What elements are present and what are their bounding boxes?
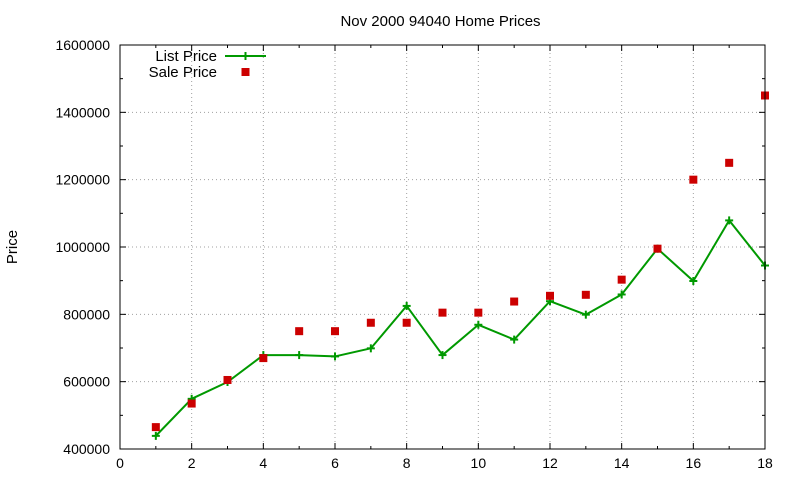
list-price-series	[151, 216, 769, 440]
sale-price-point	[617, 275, 626, 284]
list-price-point	[151, 431, 160, 440]
list-price-point	[438, 351, 447, 360]
sale-price-series	[151, 91, 769, 432]
x-tick-label: 18	[757, 455, 773, 471]
sale-price-point	[295, 327, 304, 336]
list-price-point	[689, 277, 698, 286]
y-axis-label: Price	[4, 230, 21, 264]
chart-title: Nov 2000 94040 Home Prices	[340, 13, 540, 30]
series-layer	[151, 91, 769, 440]
x-tick-label: 0	[116, 455, 124, 471]
x-tick-label: 2	[188, 455, 196, 471]
legend-label-list-price: List Price	[155, 48, 217, 65]
sale-price-point	[689, 175, 698, 184]
sale-price-point	[653, 244, 662, 253]
legend-marker-list-price	[241, 52, 250, 60]
x-tick-label: 12	[542, 455, 558, 471]
x-tick-label: 14	[614, 455, 630, 471]
sale-price-point	[510, 297, 519, 306]
sale-price-point	[474, 308, 483, 317]
y-tick-label: 800000	[63, 306, 110, 322]
list-price-point	[366, 344, 375, 353]
sale-price-point	[259, 354, 268, 363]
tick-layer: 0 2 4 6 8 10 12 14 16 18 400000 600000 800000 1000000…	[55, 37, 773, 471]
list-price-point	[295, 351, 304, 360]
sale-price-point	[581, 290, 590, 299]
legend-label-sale-price: Sale Price	[149, 64, 217, 81]
sale-price-point	[725, 158, 734, 167]
sale-price-point	[402, 318, 411, 327]
list-price-line	[155, 219, 766, 437]
list-price-point	[474, 320, 483, 329]
sale-price-point	[223, 375, 232, 384]
y-tick-label: 1400000	[55, 104, 110, 120]
y-tick-label: 1600000	[55, 37, 110, 53]
sale-price-point	[366, 318, 375, 327]
y-tick-label: 1200000	[55, 172, 110, 188]
sale-price-point	[438, 308, 447, 317]
y-tick-label: 1000000	[55, 239, 110, 255]
list-price-point	[331, 352, 339, 361]
x-tick-label: 4	[259, 455, 267, 471]
sale-price-point	[331, 327, 339, 336]
sale-price-point	[151, 423, 160, 432]
list-price-point	[510, 335, 519, 344]
x-tick-label: 16	[686, 455, 702, 471]
sale-price-point	[546, 291, 554, 300]
x-tick-label: 8	[403, 455, 411, 471]
y-tick-label: 600000	[63, 374, 110, 390]
x-tick-label: 6	[331, 455, 339, 471]
legend-marker-sale-price	[241, 68, 250, 76]
list-price-point	[617, 290, 626, 299]
grid-layer	[120, 45, 765, 449]
x-tick-label: 10	[471, 455, 487, 471]
list-price-point	[581, 310, 590, 319]
list-price-point	[402, 301, 411, 310]
sale-price-point	[187, 399, 196, 408]
list-price-point	[725, 216, 734, 225]
y-tick-label: 400000	[63, 441, 110, 457]
